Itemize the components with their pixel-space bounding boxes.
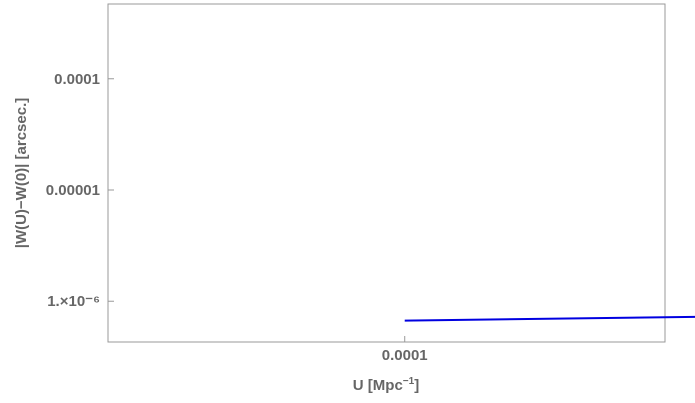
y-tick-label: 0.00001 bbox=[46, 182, 100, 199]
x-tick-label: 0.0001 bbox=[382, 347, 428, 364]
plot-frame bbox=[107, 3, 666, 343]
series-line bbox=[404, 315, 695, 322]
x-axis-label: U [Mpc−1] bbox=[353, 376, 419, 394]
y-axis-label: |W(U)−W(0)| [arcsec.] bbox=[13, 98, 30, 249]
series-group bbox=[404, 315, 695, 322]
y-axis-ticks: 1.×10⁻⁶ 0.00001 0.0001 bbox=[46, 71, 114, 310]
y-tick-label: 0.0001 bbox=[54, 71, 100, 88]
y-tick-label: 1.×10⁻⁶ bbox=[47, 293, 100, 310]
